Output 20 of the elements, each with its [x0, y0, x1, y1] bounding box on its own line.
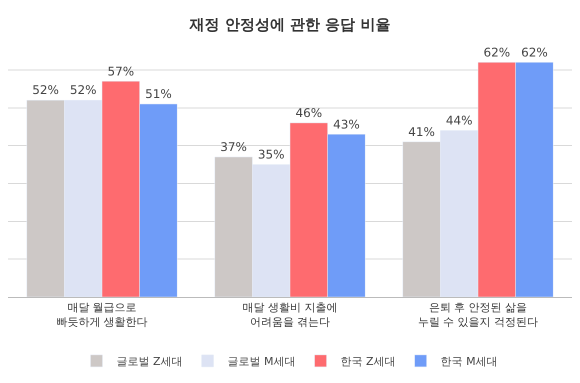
x-tick-label: 매달 월급으로 빠듯하게 생활한다 [56, 301, 148, 328]
data-label: 46% [295, 106, 322, 120]
data-label: 62% [483, 45, 510, 60]
data-label: 44% [446, 113, 473, 128]
data-label: 35% [258, 148, 285, 162]
data-label: 62% [521, 45, 548, 60]
data-label: 51% [145, 86, 172, 101]
data-label: 52% [70, 83, 97, 98]
legend-label: 글로벌 M세대 [228, 355, 296, 368]
x-tick-label: 매달 생활비 지출에 어려움을 겪는다 [242, 301, 338, 328]
data-label: 57% [107, 64, 134, 78]
legend-label: 글로벌 Z세대 [116, 355, 183, 368]
legend-label: 한국 M세대 [440, 355, 498, 368]
data-label: 52% [32, 83, 59, 98]
data-label: 37% [220, 140, 247, 154]
x-tick-label: 은퇴 후 안정된 삶을 누릴 수 있을지 걱정된다 [418, 301, 538, 328]
data-label: 43% [333, 117, 360, 132]
legend-label: 한국 Z세대 [340, 355, 396, 368]
data-label: 41% [408, 124, 435, 139]
chart-title: 재정 안정성에 관한 응답 비율 [188, 16, 390, 34]
